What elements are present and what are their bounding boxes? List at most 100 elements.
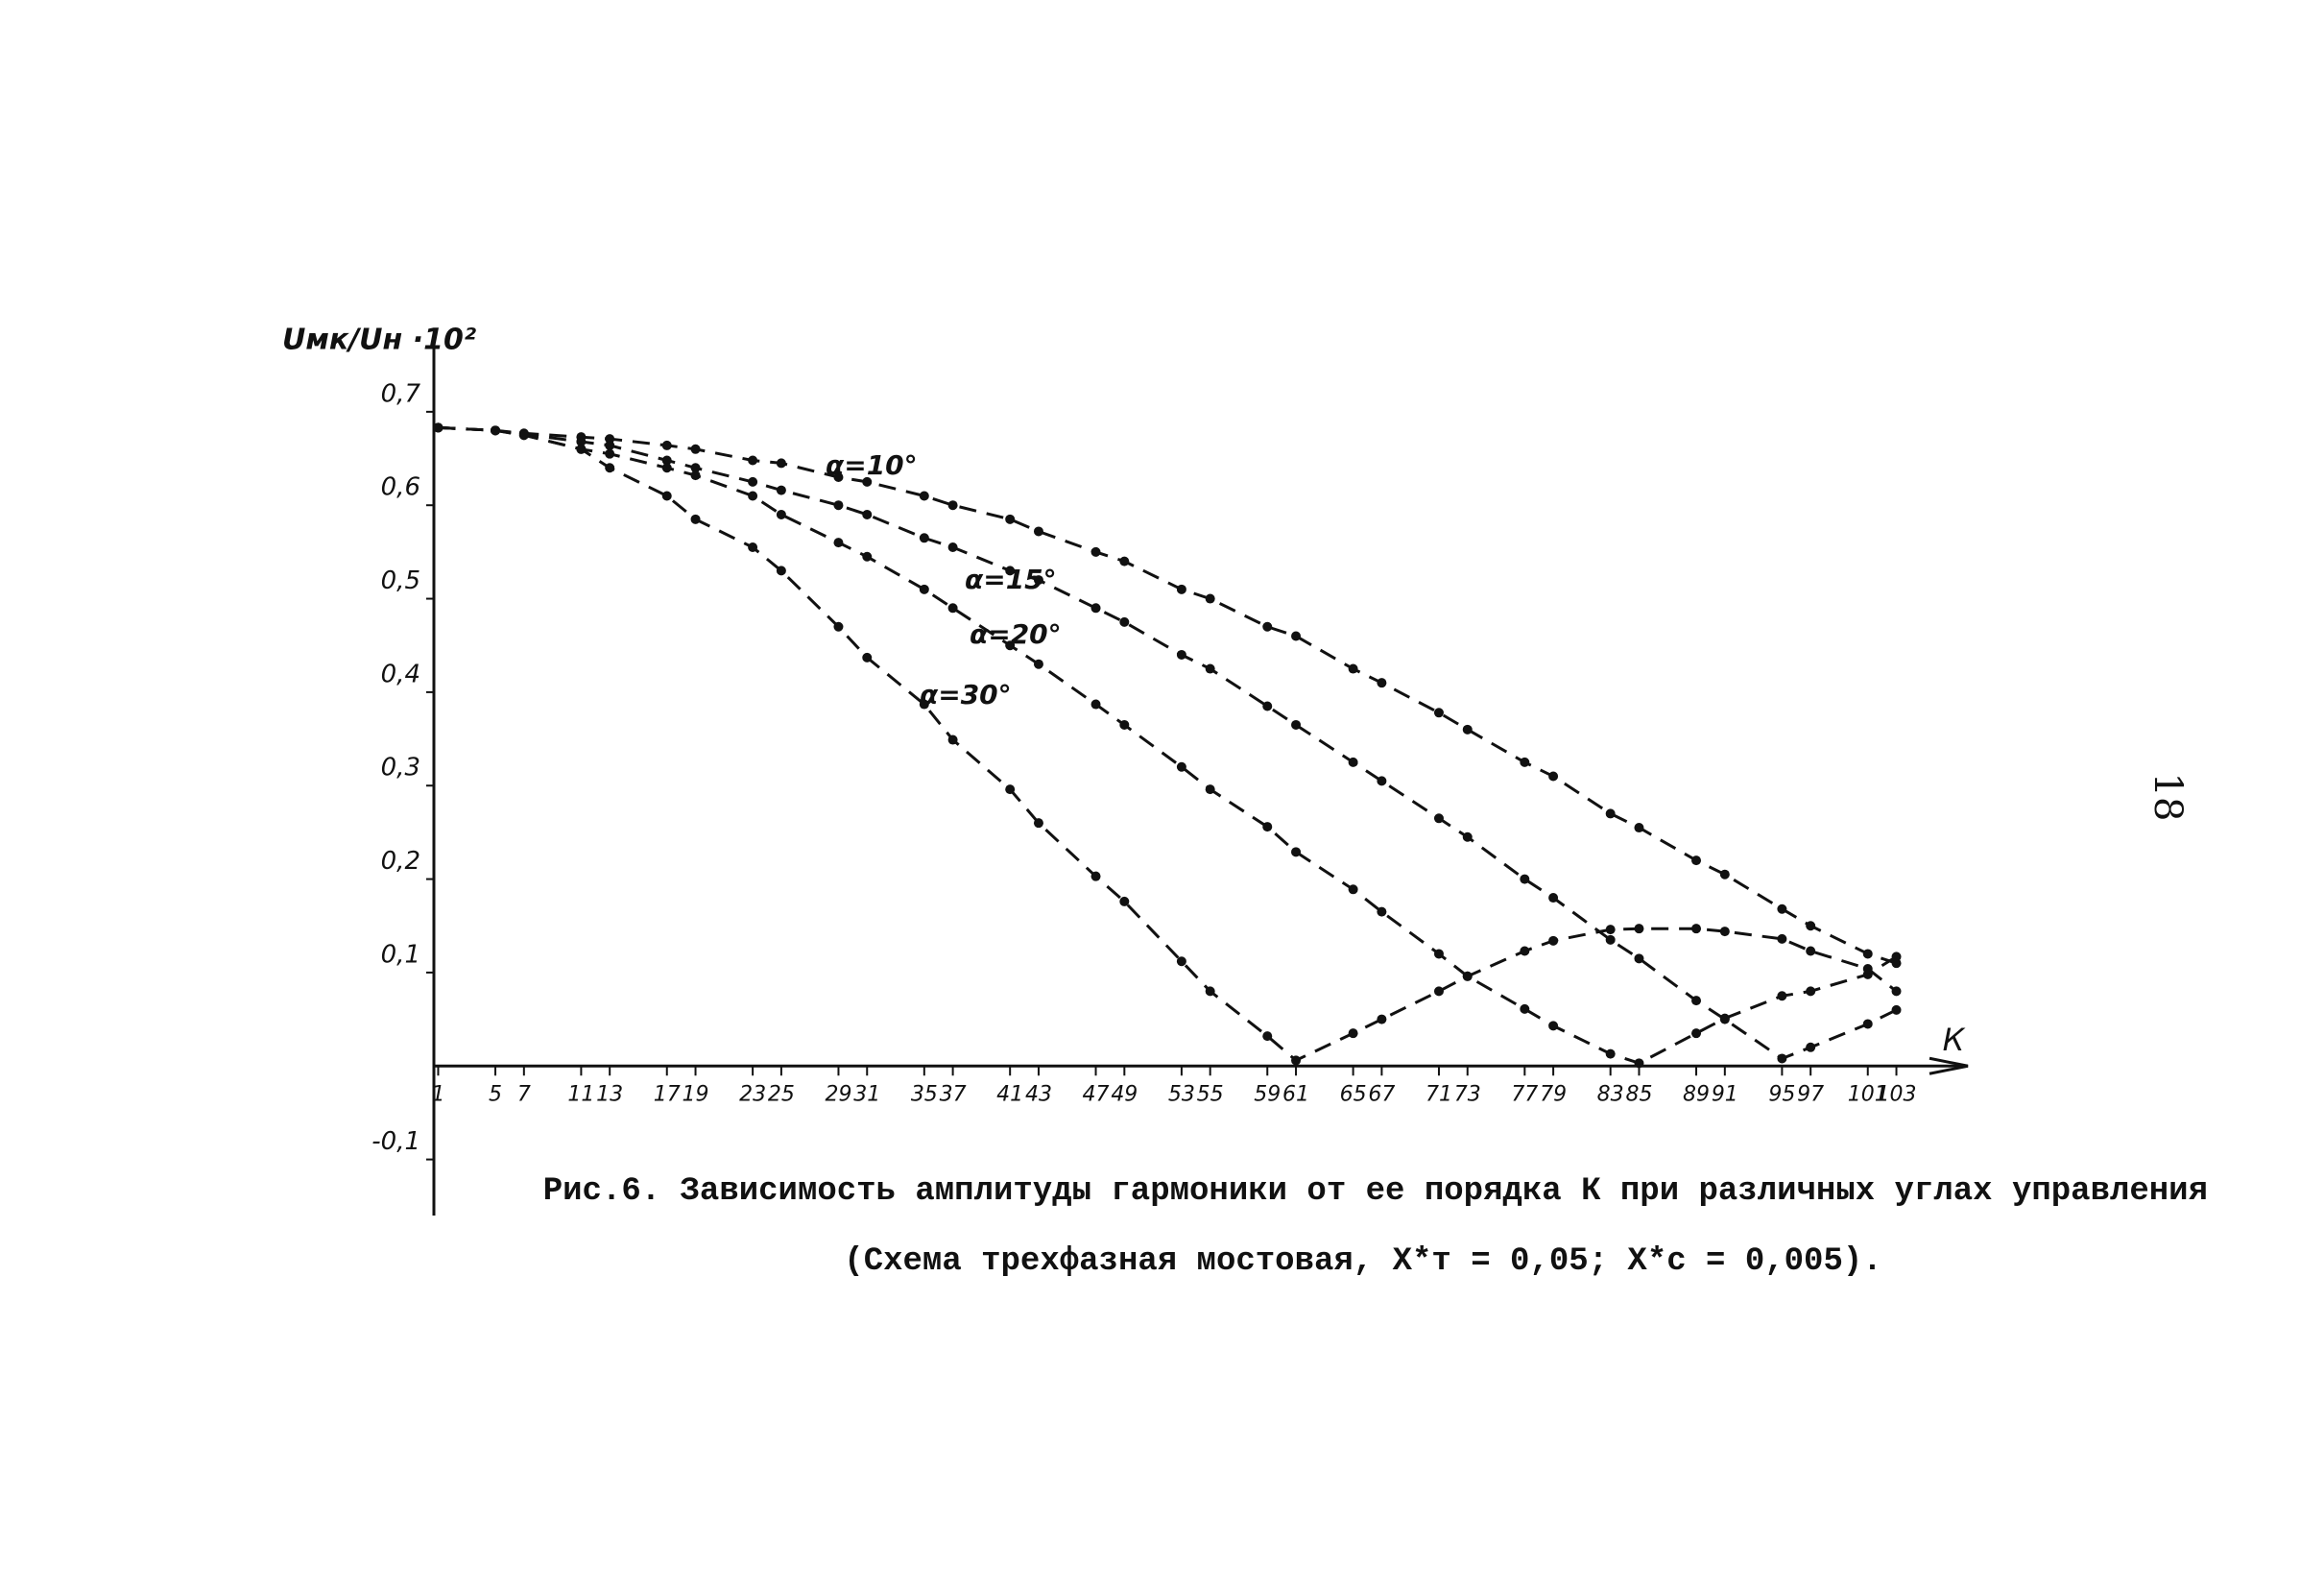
data-point (862, 476, 873, 487)
data-point (1806, 921, 1816, 931)
caption: Рис.6. Зависимость амплитуды гармоники о… (543, 1173, 2208, 1210)
x-tick-label: 5 (489, 1082, 502, 1106)
data-point (1005, 514, 1016, 524)
data-point (1520, 757, 1530, 767)
data-point (1377, 776, 1387, 786)
caption-note: (Схема трехфазная мостовая, X*т = 0,05; … (844, 1243, 1881, 1280)
data-point (833, 500, 844, 511)
x-tick-label: 77 (1511, 1082, 1538, 1106)
series-label: α=15° (965, 564, 1057, 595)
x-tick-label: 11 (567, 1082, 594, 1106)
page-number: 18 (2145, 773, 2190, 822)
data-point (1005, 640, 1016, 651)
data-point (1033, 818, 1043, 829)
data-point (919, 584, 929, 594)
data-point (1176, 956, 1186, 967)
data-point (1691, 924, 1702, 934)
data-point (862, 652, 873, 662)
data-point (1033, 659, 1043, 669)
data-point (1205, 986, 1215, 997)
data-point (1520, 874, 1530, 884)
data-point (1777, 1053, 1787, 1064)
data-point (491, 425, 501, 436)
data-point (1005, 566, 1016, 576)
data-point (1291, 631, 1302, 641)
data-point (576, 437, 587, 447)
x-tick-label: 41 (996, 1082, 1023, 1106)
data-point (1205, 593, 1215, 604)
data-point (661, 463, 672, 473)
x-tick-label: 67 (1368, 1082, 1395, 1106)
data-point (1090, 699, 1101, 710)
data-point (1348, 757, 1358, 767)
data-point (1777, 903, 1787, 914)
data-point (1862, 1019, 1873, 1029)
x-tick-label: 17 (654, 1082, 681, 1106)
data-point (748, 476, 758, 487)
data-point (1777, 933, 1787, 944)
data-point (1862, 964, 1873, 975)
data-point (1462, 971, 1473, 981)
data-point (1891, 986, 1902, 997)
x-tick-label: 13 (596, 1082, 623, 1106)
data-point (1291, 1055, 1302, 1066)
data-point (1005, 784, 1016, 795)
x-tick-label: 31 (853, 1082, 880, 1106)
x-tick-label: 95 (1768, 1082, 1795, 1106)
x-tick-label: 35 (911, 1082, 938, 1106)
data-point (748, 542, 758, 553)
data-point (1634, 924, 1644, 934)
data-point (1605, 808, 1616, 819)
data-point (1377, 678, 1387, 688)
x-tick-label: 37 (940, 1082, 967, 1106)
x-tick-label: 23 (739, 1082, 766, 1106)
data-point (1119, 616, 1130, 627)
y-tick-label: 0,3 (381, 754, 420, 783)
data-point (776, 566, 786, 576)
data-point (1462, 831, 1473, 842)
data-point (1548, 935, 1559, 946)
data-point (1262, 621, 1273, 632)
x-tick-label: 29 (825, 1082, 851, 1106)
x-tick-label: 85 (1625, 1082, 1652, 1106)
data-point (1862, 949, 1873, 959)
data-point (862, 551, 873, 562)
data-point (1262, 701, 1273, 711)
data-point (1548, 893, 1559, 903)
x-tick-label: 71 (1426, 1082, 1452, 1106)
data-point (1433, 813, 1444, 824)
data-point (690, 514, 701, 524)
data-point (1719, 1013, 1730, 1024)
data-point (1691, 996, 1702, 1006)
data-point (1605, 934, 1616, 945)
x-tick-label: 61 (1282, 1082, 1309, 1106)
data-point (661, 455, 672, 466)
data-point (518, 430, 529, 441)
series-line (438, 425, 1898, 1065)
x-axis-label: К (1943, 1022, 1966, 1058)
data-point (947, 735, 958, 745)
data-point (1806, 946, 1816, 956)
x-tick-label: 65 (1340, 1082, 1367, 1106)
data-point (1262, 822, 1273, 832)
data-point (690, 463, 701, 473)
x-tick-label: 43 (1025, 1082, 1052, 1106)
data-point (1348, 884, 1358, 895)
data-point (1520, 946, 1530, 956)
data-point (1777, 991, 1787, 1001)
data-point (1891, 952, 1902, 962)
y-tick-label: 0,6 (381, 473, 420, 502)
data-point (1634, 1058, 1644, 1069)
x-tick-label: 47 (1083, 1082, 1110, 1106)
x-tick-label: 91 (1712, 1082, 1738, 1106)
x-tick-label: 55 (1197, 1082, 1224, 1106)
y-axis-label: Uмк/Uн ·10² (282, 324, 476, 357)
series-label: α=10° (826, 449, 918, 481)
data-point (833, 538, 844, 548)
data-point (919, 491, 929, 501)
data-point (1205, 784, 1215, 795)
data-point (690, 470, 701, 481)
data-point (862, 509, 873, 519)
data-point (1119, 896, 1130, 906)
